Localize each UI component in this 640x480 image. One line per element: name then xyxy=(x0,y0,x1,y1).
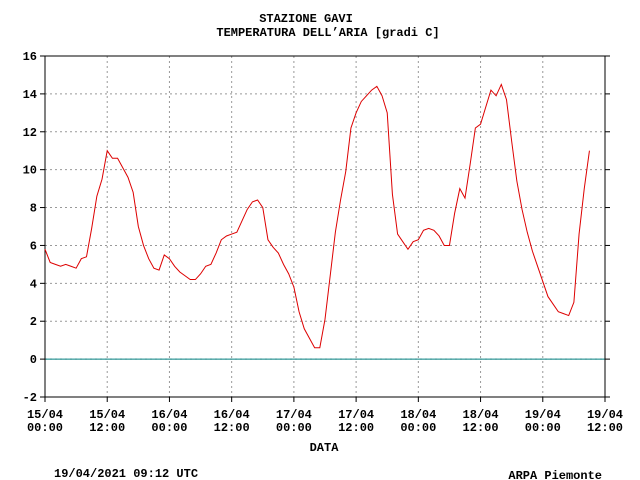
x-axis-label: DATA xyxy=(310,441,340,455)
timestamp: 19/04/2021 09:12 UTC xyxy=(54,467,198,480)
y-tick-label: 16 xyxy=(23,50,37,64)
y-tick-label: 4 xyxy=(30,277,37,291)
x-tick-label: 17/04 00:00 xyxy=(276,408,312,435)
y-tick-label: 12 xyxy=(23,126,37,140)
chart-subtitle: TEMPERATURA DELL’ARIA [gradi C] xyxy=(216,26,439,40)
plot-frame xyxy=(44,55,606,398)
x-tick-label: 16/04 00:00 xyxy=(151,408,187,435)
y-tick-label: 6 xyxy=(30,239,37,253)
series-line xyxy=(44,83,590,349)
y-tick-label: 0 xyxy=(30,353,37,367)
x-tick-label: 16/04 12:00 xyxy=(214,408,250,435)
x-tick-label: 15/04 00:00 xyxy=(27,408,63,435)
x-tick-label: 19/04 00:00 xyxy=(525,408,561,435)
x-tick-label: 18/04 12:00 xyxy=(463,408,499,435)
y-tick-label: 10 xyxy=(23,164,37,178)
source: ARPA Piemonte xyxy=(508,469,602,480)
x-tick-label: 19/04 12:00 xyxy=(587,408,623,435)
x-tick-label: 18/04 00:00 xyxy=(400,408,436,435)
x-tick-label: 15/04 12:00 xyxy=(89,408,125,435)
x-tick-label: 17/04 12:00 xyxy=(338,408,374,435)
y-tick-label: -2 xyxy=(23,391,37,405)
chart-title: STAZIONE GAVI xyxy=(259,12,353,26)
y-tick-label: 14 xyxy=(23,88,37,102)
y-tick-label: 2 xyxy=(30,315,37,329)
y-tick-label: 8 xyxy=(30,202,37,216)
